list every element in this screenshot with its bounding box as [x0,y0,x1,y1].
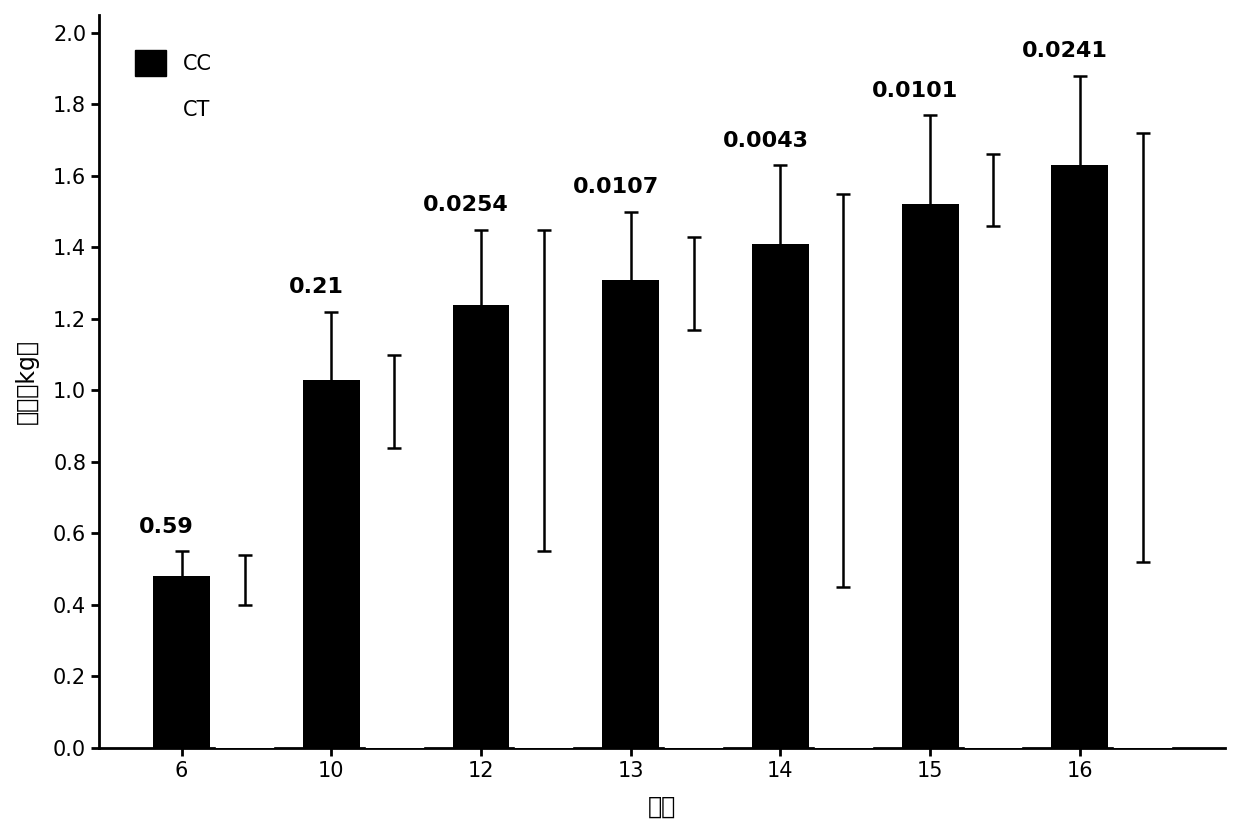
Bar [453,304,510,748]
Bar [216,580,273,748]
Bar [1115,348,1171,748]
Text: 0.21: 0.21 [289,278,343,298]
Legend: CC, CT: CC, CT [110,25,237,147]
Bar [603,279,660,748]
Text: 0.59: 0.59 [139,517,195,537]
X-axis label: 周龄: 周龄 [649,795,676,819]
Bar [965,190,1022,748]
Text: 0.0254: 0.0254 [423,195,508,215]
Bar [1052,165,1109,748]
Text: 0.0043: 0.0043 [723,131,808,151]
Text: 0.0241: 0.0241 [1022,42,1107,62]
Bar [665,283,722,748]
Bar [516,390,573,748]
Bar [901,204,959,748]
Bar [751,244,808,748]
Bar [154,576,210,748]
Y-axis label: 体重（kg）: 体重（kg） [15,339,38,424]
Bar [303,379,360,748]
Text: 0.0107: 0.0107 [573,178,658,198]
Bar [815,390,872,748]
Bar [366,401,423,748]
Text: 0.0101: 0.0101 [872,81,959,101]
